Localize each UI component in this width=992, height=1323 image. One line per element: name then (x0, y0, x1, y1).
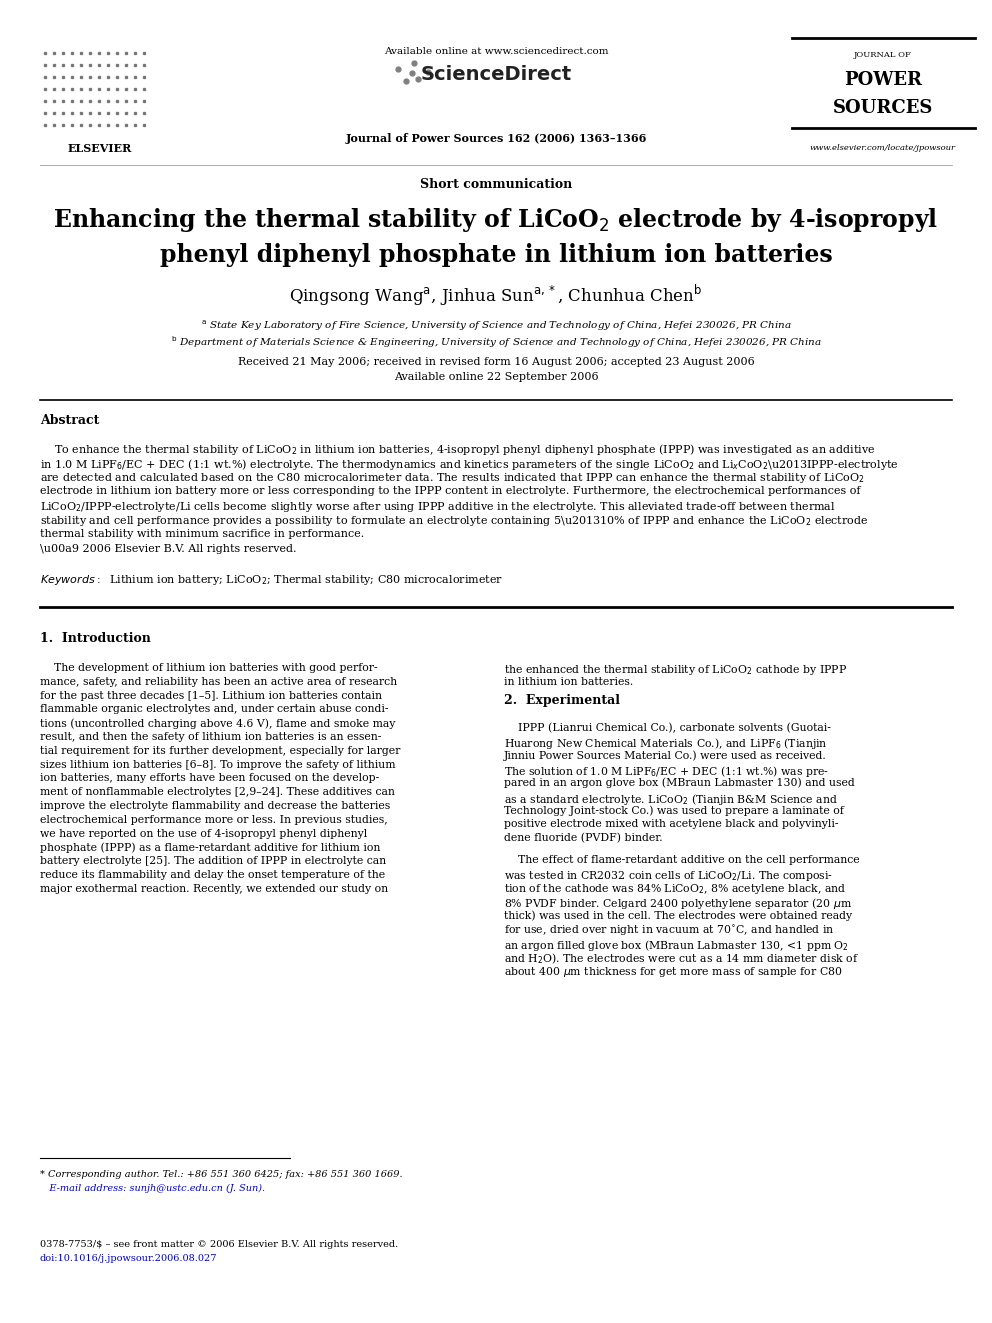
Text: $^{\mathrm{b}}$ Department of Materials Science & Engineering, University of Sci: $^{\mathrm{b}}$ Department of Materials … (171, 335, 821, 349)
Text: The development of lithium ion batteries with good perfor-: The development of lithium ion batteries… (40, 663, 378, 673)
Text: tial requirement for its further development, especially for larger: tial requirement for its further develop… (40, 746, 401, 755)
Text: major exothermal reaction. Recently, we extended our study on: major exothermal reaction. Recently, we … (40, 884, 388, 894)
Text: electrochemical performance more or less. In previous studies,: electrochemical performance more or less… (40, 815, 388, 824)
Text: ion batteries, many efforts have been focused on the develop-: ion batteries, many efforts have been fo… (40, 774, 379, 783)
Text: The solution of 1.0 M LiPF$_6$/EC + DEC (1:1 wt.%) was pre-: The solution of 1.0 M LiPF$_6$/EC + DEC … (504, 763, 829, 779)
Text: * Corresponding author. Tel.: +86 551 360 6425; fax: +86 551 360 1669.: * Corresponding author. Tel.: +86 551 36… (40, 1170, 403, 1179)
Text: www.elsevier.com/locate/jpowsour: www.elsevier.com/locate/jpowsour (810, 144, 956, 152)
Text: JOURNAL OF: JOURNAL OF (854, 52, 912, 60)
Text: was tested in CR2032 coin cells of LiCoO$_2$/Li. The composi-: was tested in CR2032 coin cells of LiCoO… (504, 869, 833, 882)
Text: Jinniu Power Sources Material Co.) were used as received.: Jinniu Power Sources Material Co.) were … (504, 750, 826, 761)
Text: we have reported on the use of 4-isopropyl phenyl diphenyl: we have reported on the use of 4-isoprop… (40, 828, 367, 839)
Text: Qingsong Wang$^{\mathrm{a}}$, Jinhua Sun$^{\mathrm{a,*}}$, Chunhua Chen$^{\mathr: Qingsong Wang$^{\mathrm{a}}$, Jinhua Sun… (290, 282, 702, 308)
Text: about 400 $\mu$m thickness for get more mass of sample for C80: about 400 $\mu$m thickness for get more … (504, 966, 842, 979)
Text: dene fluoride (PVDF) binder.: dene fluoride (PVDF) binder. (504, 833, 663, 843)
Text: Journal of Power Sources 162 (2006) 1363–1366: Journal of Power Sources 162 (2006) 1363… (345, 132, 647, 143)
Text: the enhanced the thermal stability of LiCoO$_2$ cathode by IPPP: the enhanced the thermal stability of Li… (504, 663, 847, 677)
Text: SOURCES: SOURCES (833, 99, 933, 116)
Text: tion of the cathode was 84% LiCoO$_2$, 8% acetylene black, and: tion of the cathode was 84% LiCoO$_2$, 8… (504, 882, 846, 897)
Text: and H$_2$O). The electrodes were cut as a 14 mm diameter disk of: and H$_2$O). The electrodes were cut as … (504, 951, 859, 966)
Text: IPPP (Lianrui Chemical Co.), carbonate solvents (Guotai-: IPPP (Lianrui Chemical Co.), carbonate s… (504, 722, 831, 733)
Text: Short communication: Short communication (420, 179, 572, 192)
Text: POWER: POWER (844, 71, 922, 89)
Text: are detected and calculated based on the C80 microcalorimeter data. The results : are detected and calculated based on the… (40, 471, 865, 486)
Text: Available online 22 September 2006: Available online 22 September 2006 (394, 372, 598, 382)
Text: Abstract: Abstract (40, 414, 99, 426)
Text: $^{\mathrm{a}}$ State Key Laboratory of Fire Science, University of Science and : $^{\mathrm{a}}$ State Key Laboratory of … (200, 319, 792, 333)
Text: \u00a9 2006 Elsevier B.V. All rights reserved.: \u00a9 2006 Elsevier B.V. All rights res… (40, 544, 297, 553)
Text: ELSEVIER: ELSEVIER (67, 143, 132, 153)
Text: reduce its flammability and delay the onset temperature of the: reduce its flammability and delay the on… (40, 871, 385, 880)
Text: 2.  Experimental: 2. Experimental (504, 695, 620, 706)
Text: ment of nonflammable electrolytes [2,9–24]. These additives can: ment of nonflammable electrolytes [2,9–2… (40, 787, 395, 798)
Text: battery electrolyte [25]. The addition of IPPP in electrolyte can: battery electrolyte [25]. The addition o… (40, 856, 386, 867)
Text: 0378-7753/$ – see front matter © 2006 Elsevier B.V. All rights reserved.: 0378-7753/$ – see front matter © 2006 El… (40, 1240, 398, 1249)
Text: Huarong New Chemical Materials Co.), and LiPF$_6$ (Tianjin: Huarong New Chemical Materials Co.), and… (504, 737, 827, 751)
Text: To enhance the thermal stability of LiCoO$_2$ in lithium ion batteries, 4-isopro: To enhance the thermal stability of LiCo… (40, 442, 876, 456)
Text: LiCoO$_2$/IPPP-electrolyte/Li cells become slightly worse after using IPPP addit: LiCoO$_2$/IPPP-electrolyte/Li cells beco… (40, 500, 835, 515)
Text: Enhancing the thermal stability of LiCoO$_2$ electrode by 4-isopropyl: Enhancing the thermal stability of LiCoO… (54, 206, 938, 234)
Text: Available online at www.sciencedirect.com: Available online at www.sciencedirect.co… (384, 48, 608, 57)
Text: 1.  Introduction: 1. Introduction (40, 631, 151, 644)
Text: 8% PVDF binder. Celgard 2400 polyethylene separator (20 $\mu$m: 8% PVDF binder. Celgard 2400 polyethylen… (504, 896, 852, 912)
Text: phenyl diphenyl phosphate in lithium ion batteries: phenyl diphenyl phosphate in lithium ion… (160, 243, 832, 267)
Text: phosphate (IPPP) as a flame-retardant additive for lithium ion: phosphate (IPPP) as a flame-retardant ad… (40, 843, 380, 853)
Text: stability and cell performance provides a possibility to formulate an electrolyt: stability and cell performance provides … (40, 515, 868, 528)
Text: in 1.0 M LiPF$_6$/EC + DEC (1:1 wt.%) electrolyte. The thermodynamics and kineti: in 1.0 M LiPF$_6$/EC + DEC (1:1 wt.%) el… (40, 456, 899, 471)
Text: electrode in lithium ion battery more or less corresponding to the IPPP content : electrode in lithium ion battery more or… (40, 486, 860, 496)
Text: positive electrode mixed with acetylene black and polyvinyli-: positive electrode mixed with acetylene … (504, 819, 838, 830)
Text: thick) was used in the cell. The electrodes were obtained ready: thick) was used in the cell. The electro… (504, 910, 852, 921)
Text: for use, dried over night in vacuum at 70$^{\circ}$C, and handled in: for use, dried over night in vacuum at 7… (504, 923, 834, 938)
Text: E-mail address: sunjh@ustc.edu.cn (J. Sun).: E-mail address: sunjh@ustc.edu.cn (J. Su… (40, 1184, 265, 1193)
Text: as a standard electrolyte. LiCoO$_2$ (Tianjin B&M Science and: as a standard electrolyte. LiCoO$_2$ (Ti… (504, 791, 837, 807)
Text: for the past three decades [1–5]. Lithium ion batteries contain: for the past three decades [1–5]. Lithiu… (40, 691, 382, 701)
Text: ScienceDirect: ScienceDirect (421, 66, 571, 85)
Text: $\it{Keywords:}$  Lithium ion battery; LiCoO$_2$; Thermal stability; C80 microca: $\it{Keywords:}$ Lithium ion battery; Li… (40, 573, 503, 587)
Text: flammable organic electrolytes and, under certain abuse condi-: flammable organic electrolytes and, unde… (40, 704, 389, 714)
Text: result, and then the safety of lithium ion batteries is an essen-: result, and then the safety of lithium i… (40, 732, 381, 742)
Text: in lithium ion batteries.: in lithium ion batteries. (504, 677, 633, 687)
Text: improve the electrolyte flammability and decrease the batteries: improve the electrolyte flammability and… (40, 800, 390, 811)
Text: mance, safety, and reliability has been an active area of research: mance, safety, and reliability has been … (40, 677, 397, 687)
Text: an argon filled glove box (MBraun Labmaster 130, <1 ppm O$_2$: an argon filled glove box (MBraun Labmas… (504, 938, 849, 953)
Text: thermal stability with minimum sacrifice in performance.: thermal stability with minimum sacrifice… (40, 529, 364, 538)
Text: sizes lithium ion batteries [6–8]. To improve the safety of lithium: sizes lithium ion batteries [6–8]. To im… (40, 759, 396, 770)
Text: Technology Joint-stock Co.) was used to prepare a laminate of: Technology Joint-stock Co.) was used to … (504, 806, 844, 816)
Text: The effect of flame-retardant additive on the cell performance: The effect of flame-retardant additive o… (504, 855, 860, 865)
Text: pared in an argon glove box (MBraun Labmaster 130) and used: pared in an argon glove box (MBraun Labm… (504, 778, 855, 789)
Text: tions (uncontrolled charging above 4.6 V), flame and smoke may: tions (uncontrolled charging above 4.6 V… (40, 718, 396, 729)
Text: doi:10.1016/j.jpowsour.2006.08.027: doi:10.1016/j.jpowsour.2006.08.027 (40, 1254, 217, 1263)
Text: Received 21 May 2006; received in revised form 16 August 2006; accepted 23 Augus: Received 21 May 2006; received in revise… (238, 357, 754, 366)
